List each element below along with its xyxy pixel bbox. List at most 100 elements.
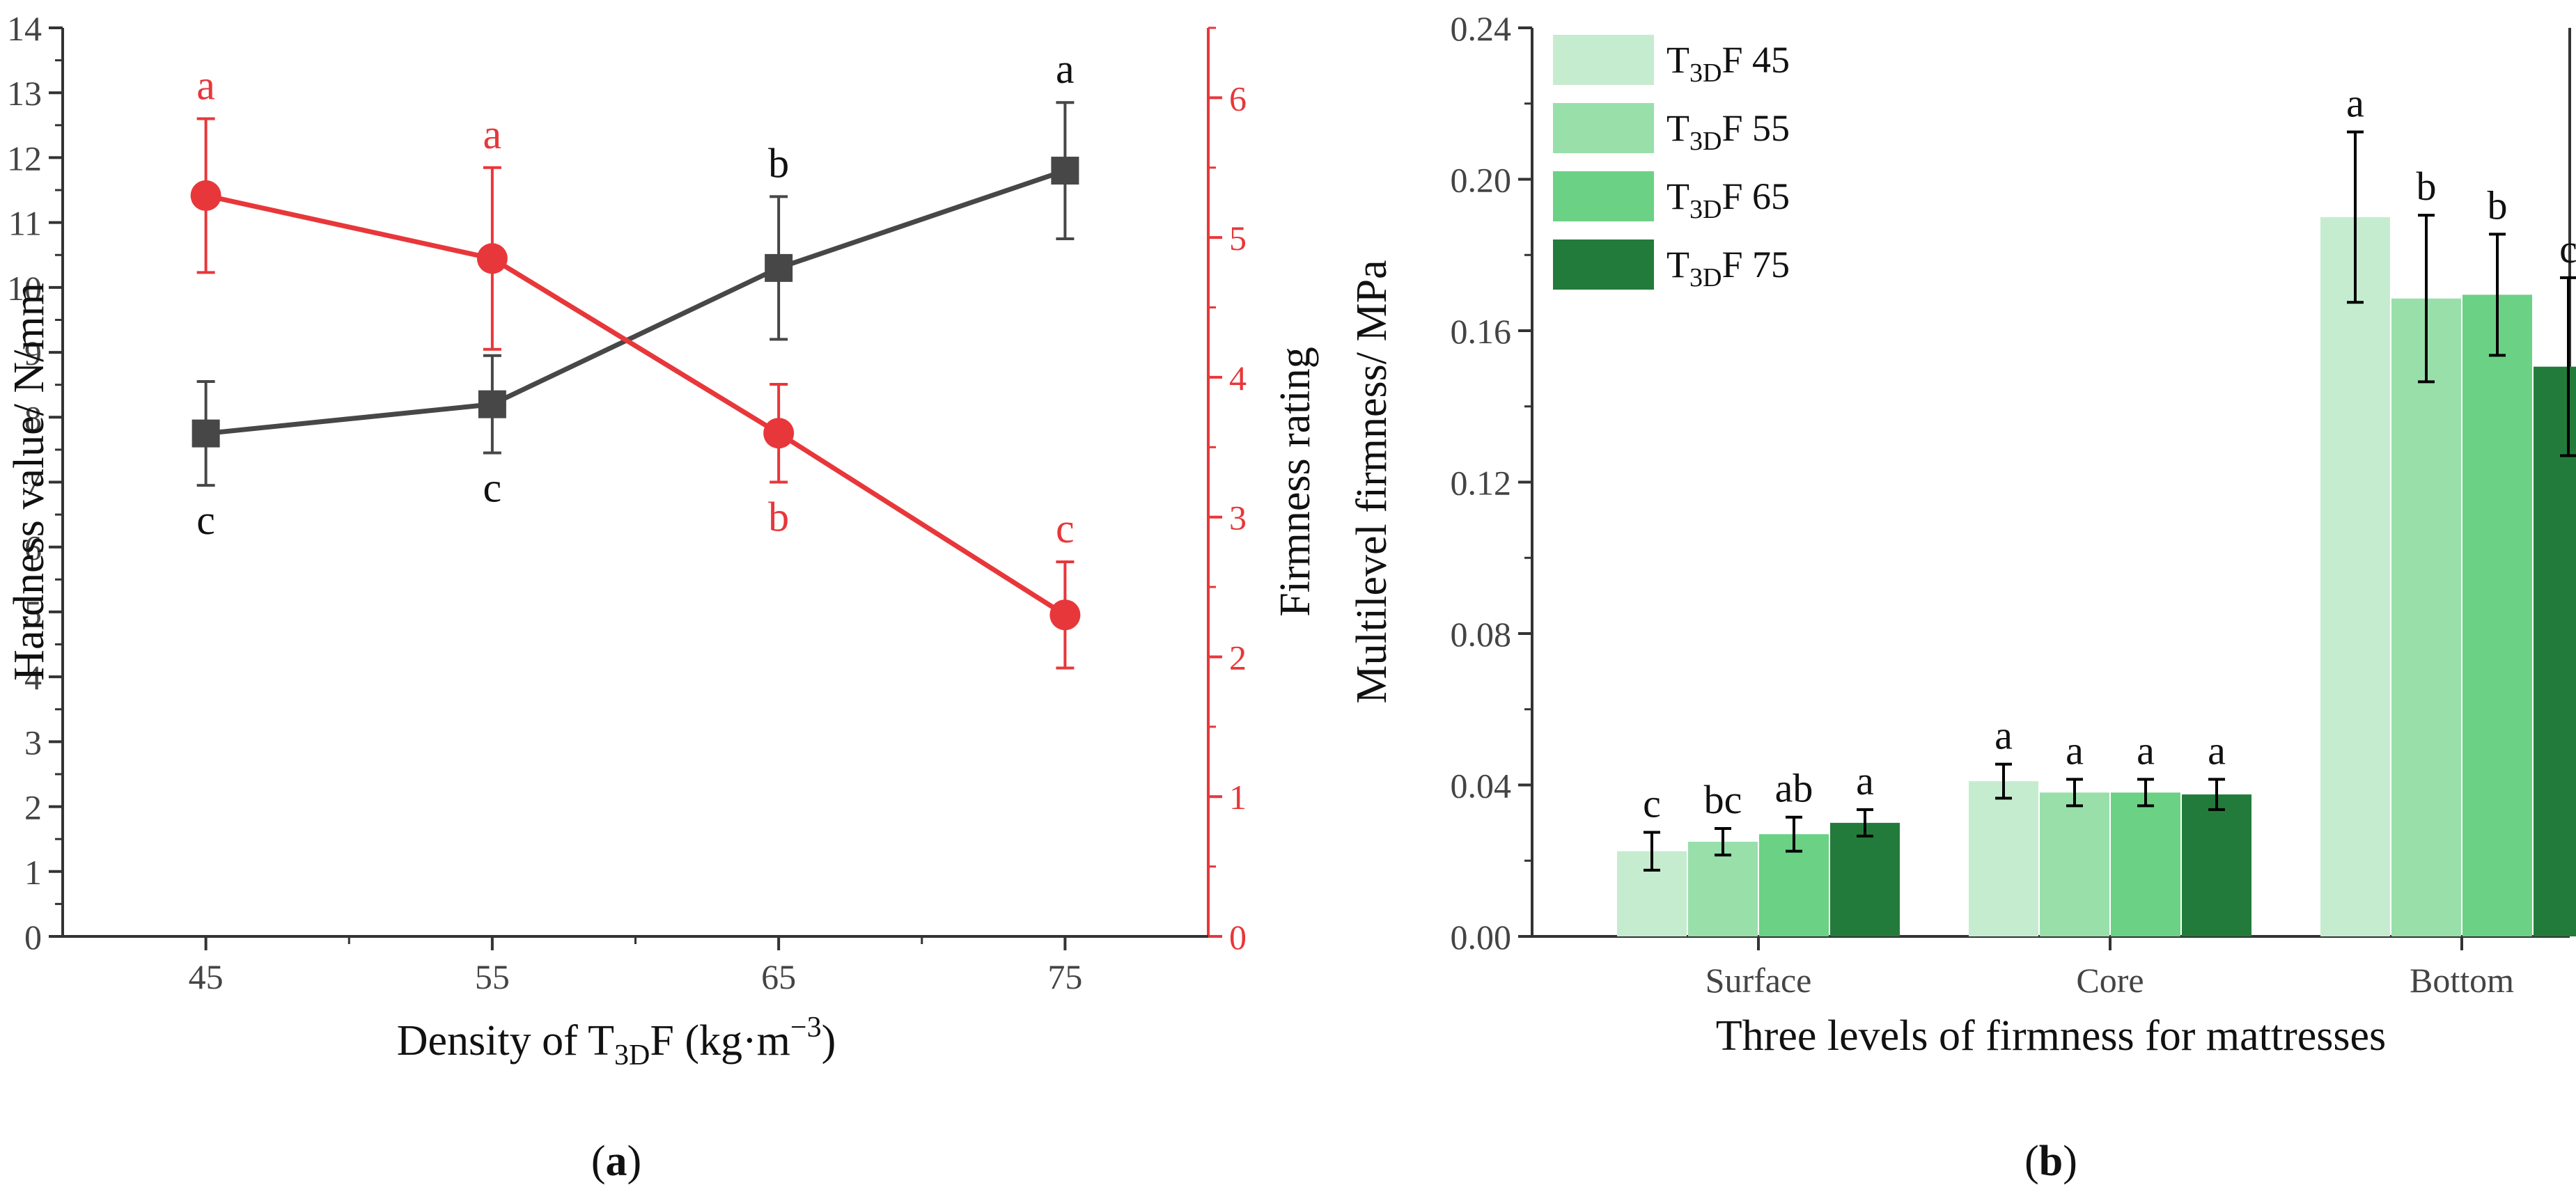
panel-a-firmness-significance-letter: c <box>1056 505 1075 551</box>
panel-a-x-title-sup: −3 <box>790 1012 822 1044</box>
panel-b-bar <box>1830 822 1900 936</box>
panel-a-x-tick-label: 75 <box>1047 957 1082 996</box>
panel-b-y-ticks: 0.00 0.04 0.08 0.12 0.16 0.20 0.24 <box>1451 9 1532 957</box>
panel-a-hardness-point <box>1051 157 1079 185</box>
panel-a-x-title-part2: F (kg·m <box>650 1017 790 1065</box>
panel-a-left-tick-label: 10 <box>7 269 42 308</box>
panel-b-bar <box>2534 366 2576 936</box>
panel-b-label-letter: b <box>2039 1138 2063 1185</box>
panel-b-legend-swatch <box>1553 35 1654 85</box>
panel-b-significance-letter: c <box>2559 226 2576 272</box>
panel-a-firmness-point <box>1049 599 1081 631</box>
panel-b-legend-label-part: T <box>1666 107 1689 149</box>
panel-b-legend-label-part: F 65 <box>1722 175 1790 217</box>
panel-b-legend-label-sub: 3D <box>1689 195 1722 224</box>
panel-a-y-right-title: Firmness rating <box>1272 347 1319 616</box>
panel-b-x-title: Three levels of firmness for mattresses <box>1716 1012 2386 1060</box>
panel-a-firmness-point <box>190 180 221 211</box>
panel-a-left-tick-label: 3 <box>24 723 42 762</box>
panel-a-right-tick-label: 0 <box>1229 918 1247 957</box>
panel-b-legend-label-part: T <box>1666 175 1689 217</box>
panel-b-y-tick-label: 0.08 <box>1451 615 1512 654</box>
panel-a-y-left-title: Hardness value/ N/mm <box>6 283 53 681</box>
panel-a-right-tick-label: 5 <box>1229 219 1247 258</box>
panel-a-left-tick-label: 8 <box>24 398 42 437</box>
panel-a-left-tick-label: 0 <box>24 918 42 957</box>
panel-b-multilevel-firmness-chart: 0.00 0.04 0.08 0.12 0.16 0.20 0.24 Surface Core… <box>1348 9 2576 1185</box>
panel-b-y-title: Multilevel firmness/ MPa <box>1348 260 1396 703</box>
panel-b-y-tick-label: 0.24 <box>1451 9 1512 48</box>
panel-a-x-tick-label: 55 <box>475 957 510 996</box>
panel-b-x-tick-label: Bottom <box>2410 961 2514 1000</box>
panel-a-right-tick-label: 4 <box>1229 359 1247 398</box>
panel-b-legend-label-part: F 75 <box>1722 244 1790 285</box>
panel-a-label: (a) <box>591 1138 641 1185</box>
panel-b-y-tick-label: 0.04 <box>1451 767 1512 806</box>
panel-a-left-tick-label: 13 <box>7 74 42 113</box>
panel-a-firmness-point <box>476 243 508 274</box>
panel-b-legend-label: T3DF 65 <box>1666 175 1790 224</box>
panel-b-legend-swatch <box>1553 239 1654 290</box>
panel-b-significance-letter: b <box>2417 164 2437 209</box>
panel-b-bar <box>2320 217 2390 936</box>
panel-b-bar <box>2182 794 2251 936</box>
panel-b-legend-label-part: T <box>1666 39 1689 81</box>
panel-a-hardness-significance-letter: a <box>1056 46 1075 92</box>
panel-b-legend-label-part: T <box>1666 244 1689 285</box>
panel-a-left-tick-label: 11 <box>8 204 42 243</box>
panel-b-x-tick-label: Surface <box>1705 961 1812 1000</box>
panel-a-firmness-point <box>763 418 795 449</box>
panel-b-x-tick-label: Core <box>2076 961 2144 1000</box>
panel-a-hardness-significance-letter: c <box>196 497 215 543</box>
panel-b-legend-label-part: F 45 <box>1722 39 1790 81</box>
panel-b-bar <box>2040 792 2109 936</box>
panel-a-label-letter: a <box>606 1138 627 1185</box>
panel-b-significance-letter: b <box>2488 182 2508 228</box>
panel-a-right-tick-label: 1 <box>1229 778 1247 817</box>
panel-b-y-tick-label: 0.12 <box>1451 464 1512 503</box>
panel-a-x-tick-label: 65 <box>761 957 796 996</box>
panel-a-x-ticks: 45 55 65 75 <box>189 936 1082 996</box>
panel-a-left-tick-label: 1 <box>24 853 42 892</box>
panel-b-label: (b) <box>2024 1138 2077 1185</box>
panel-a-x-tick-label: 45 <box>189 957 224 996</box>
panel-b-significance-letter: ab <box>1775 766 1813 811</box>
panel-a-left-tick-label: 7 <box>24 464 42 503</box>
panel-b-y-tick-label: 0.00 <box>1451 918 1512 957</box>
panel-b-significance-letter: a <box>1995 713 2013 758</box>
panel-b-significance-letter: bc <box>1704 777 1742 822</box>
panel-b-legend-label-part: F 55 <box>1722 107 1790 149</box>
panel-b-significance-letter: a <box>2346 81 2364 126</box>
panel-b-legend-swatch <box>1553 103 1654 153</box>
panel-a-x-title-part3: ) <box>822 1017 836 1065</box>
panel-a-left-tick-label: 5 <box>24 593 42 632</box>
panel-a-left-tick-label: 14 <box>7 9 42 48</box>
panel-a-left-tick-label: 9 <box>24 333 42 372</box>
panel-a-right-tick-label: 3 <box>1229 498 1247 537</box>
panel-b-legend-label-sub: 3D <box>1689 58 1722 88</box>
panel-a-series: c c b a a a b c <box>190 46 1081 670</box>
panel-a-hardness-point <box>192 419 220 448</box>
panel-b-bar <box>2462 294 2532 936</box>
panel-a-hardness-point <box>478 390 506 418</box>
panel-b-bar <box>1688 842 1758 936</box>
panel-b-legend-label: T3DF 45 <box>1666 39 1790 88</box>
panel-b-significance-letter: a <box>2208 728 2226 773</box>
panel-b-y-tick-label: 0.20 <box>1451 161 1512 200</box>
panel-b-y-tick-label: 0.16 <box>1451 312 1512 351</box>
panel-a-right-tick-label: 6 <box>1229 79 1247 118</box>
panel-b-bar <box>2391 298 2461 936</box>
panel-a-firmness-significance-letter: a <box>196 63 215 109</box>
panel-a-firmness-significance-letter: a <box>483 111 502 157</box>
panel-a-x-title: Density of T3DF (kg·m−3) <box>397 1012 836 1071</box>
panel-b-legend-label: T3DF 55 <box>1666 107 1790 156</box>
panel-a-hardness-point <box>765 253 793 282</box>
panel-b-bar <box>1969 781 2038 936</box>
panel-b-significance-letter: c <box>1643 780 1661 826</box>
panel-b-significance-letter: a <box>2137 728 2155 773</box>
panel-a-hardness-significance-letter: c <box>483 465 502 511</box>
